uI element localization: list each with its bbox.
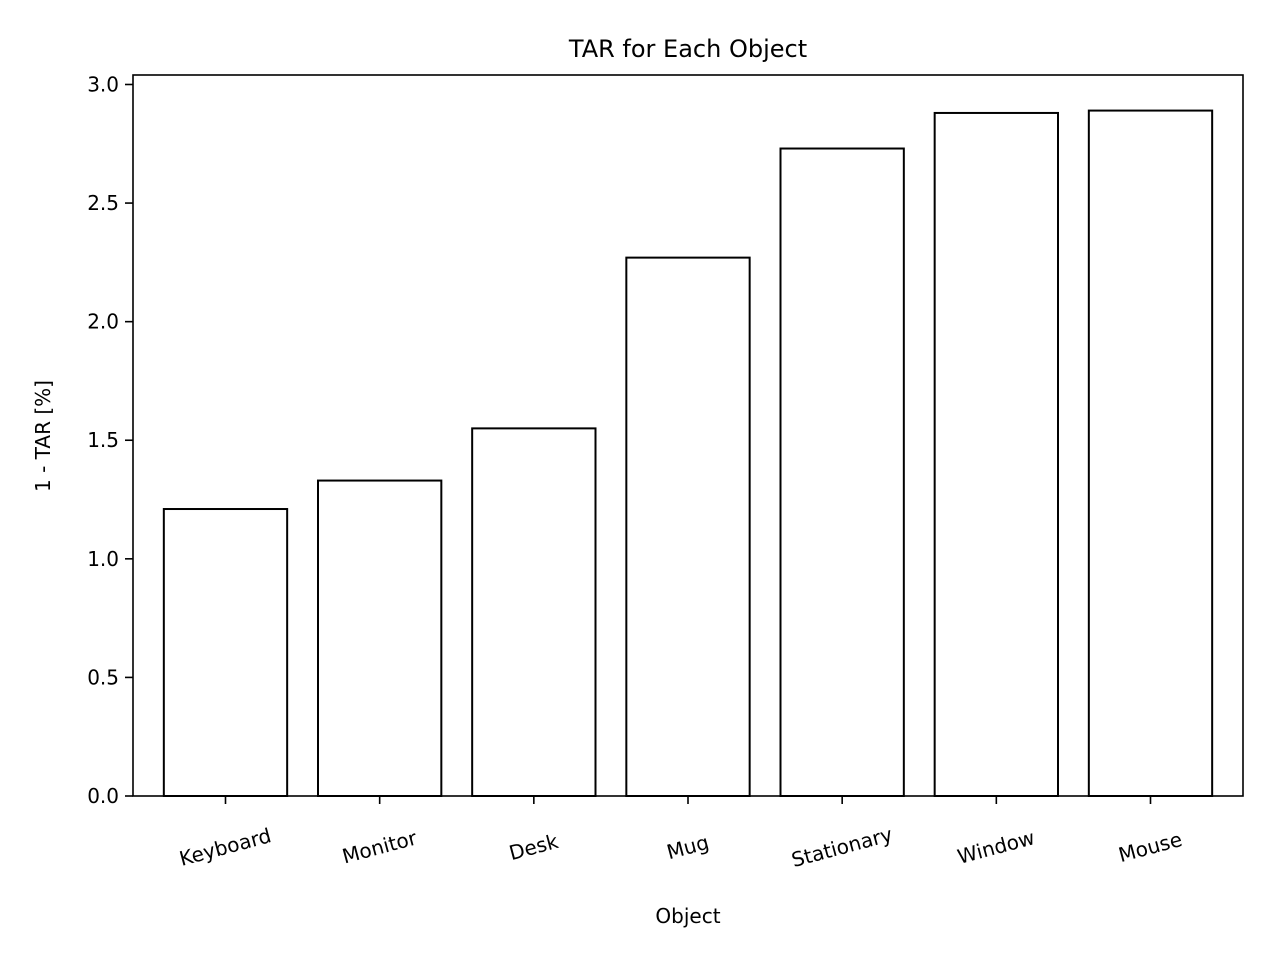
y-tick-label: 3.0 — [87, 72, 119, 96]
x-tick-label: Window — [955, 825, 1037, 869]
chart-title: TAR for Each Object — [568, 35, 807, 63]
bar-stationary — [779, 147, 905, 797]
x-tick-label: Monitor — [340, 825, 420, 868]
x-tick-label: Desk — [506, 829, 561, 865]
x-tick-label: Mouse — [1116, 827, 1185, 867]
bar-desk — [471, 427, 597, 797]
bar-window — [933, 111, 1059, 797]
bar-mouse — [1087, 109, 1214, 797]
x-tick-label: Stationary — [789, 822, 895, 872]
y-tick-label: 2.5 — [87, 191, 119, 215]
y-axis: 0.0 0.5 1.0 1.5 2.0 2.5 3.0 — [87, 72, 133, 808]
y-tick-label: 0.0 — [87, 784, 119, 808]
y-tick-label: 2.0 — [87, 310, 119, 334]
x-axis: Keyboard Monitor Desk Mug Stationary Window Mo… — [177, 796, 1185, 872]
x-tick-label: Mug — [664, 830, 711, 864]
x-axis-label: Object — [655, 904, 720, 928]
bar-keyboard — [162, 508, 289, 797]
y-tick-label: 0.5 — [87, 665, 119, 689]
bar-monitor — [317, 479, 443, 797]
y-tick-label: 1.0 — [87, 547, 119, 571]
bars-layer — [162, 109, 1214, 797]
x-tick-label: Keyboard — [177, 823, 274, 871]
y-axis-label: 1 - TAR [%] — [31, 380, 55, 492]
y-tick-label: 1.5 — [87, 428, 119, 452]
bar-mug — [625, 256, 751, 797]
